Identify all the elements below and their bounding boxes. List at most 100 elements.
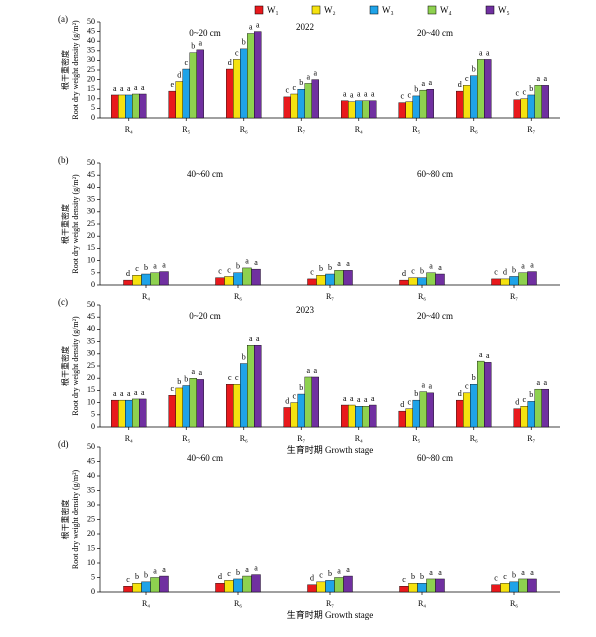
bar — [132, 93, 140, 119]
section-label: 60~80 cm — [417, 453, 453, 463]
bar — [527, 271, 537, 286]
bar — [343, 575, 353, 593]
significance-letter: a — [254, 258, 258, 267]
x-tick-label: R₇ — [297, 434, 305, 443]
significance-letter: d — [400, 400, 404, 409]
significance-letter: a — [256, 20, 260, 29]
significance-letter: b — [420, 267, 424, 276]
x-tick-label: R₆ — [234, 599, 242, 608]
bar — [518, 272, 528, 286]
bar — [240, 48, 248, 119]
significance-letter: b — [319, 264, 323, 273]
y-tick-label: 5 — [91, 268, 95, 277]
significance-letter: a — [530, 260, 534, 269]
bar — [541, 388, 549, 428]
significance-letter: c — [135, 264, 139, 273]
bar — [534, 85, 542, 119]
x-tick-label: R₆ — [510, 599, 518, 608]
significance-letter: a — [438, 263, 442, 272]
section-label: 0~20 cm — [189, 28, 221, 38]
bar — [362, 406, 370, 428]
y-tick-label: 20 — [87, 74, 95, 83]
x-tick-label: R₇ — [326, 599, 334, 608]
y-axis-label: 根干重密度 — [60, 500, 70, 540]
legend-label: W₅ — [498, 5, 510, 15]
significance-letter: c — [228, 373, 232, 382]
y-tick-label: 20 — [87, 373, 95, 382]
bar — [132, 275, 142, 286]
bar — [290, 402, 298, 428]
significance-letter: c — [465, 74, 469, 83]
bar — [118, 399, 126, 428]
bar — [168, 90, 176, 119]
y-tick-label: 25 — [87, 219, 95, 228]
y-tick-label: 10 — [87, 255, 95, 264]
significance-letter: a — [521, 568, 525, 577]
bar — [175, 387, 183, 428]
y-axis-label: Root dry weight density (g/m²) — [71, 316, 80, 416]
significance-letter: d — [228, 58, 232, 67]
significance-letter: c — [465, 382, 469, 391]
y-tick-label: 5 — [91, 103, 95, 112]
y-tick-label: 10 — [87, 558, 95, 567]
x-tick-label: R₆ — [418, 292, 426, 301]
bar — [341, 100, 349, 119]
significance-letter: c — [310, 268, 314, 277]
significance-letter: d — [218, 572, 222, 581]
significance-letter: a — [543, 378, 547, 387]
significance-letter: a — [429, 262, 433, 271]
bar — [189, 52, 197, 119]
bar — [513, 408, 521, 428]
significance-letter: b — [191, 42, 195, 51]
bar — [311, 79, 319, 119]
significance-letter: a — [120, 389, 124, 398]
x-axis-label: 生育时期 Growth stage — [287, 609, 374, 620]
significance-letter: a — [245, 257, 249, 266]
bar — [399, 586, 409, 593]
significance-letter: a — [306, 366, 310, 375]
significance-letter: d — [503, 268, 507, 277]
bar — [123, 586, 133, 593]
significance-letter: a — [371, 90, 375, 99]
significance-letter: b — [512, 265, 516, 274]
bar — [477, 59, 485, 119]
bar — [118, 94, 126, 119]
bar — [527, 401, 535, 428]
bar — [405, 408, 413, 428]
y-tick-label: 0 — [91, 113, 95, 122]
bar — [343, 270, 353, 286]
legend-label: W₄ — [440, 5, 452, 15]
bar — [408, 277, 418, 286]
x-tick-label: R₄ — [418, 599, 426, 608]
x-tick-label: R₆ — [240, 125, 248, 134]
significance-letter: b — [411, 572, 415, 581]
bar — [348, 404, 356, 428]
y-axis-label: 根干重密度 — [60, 204, 70, 244]
bar — [233, 384, 241, 428]
bar — [456, 399, 464, 428]
y-tick-label: 15 — [87, 243, 95, 252]
panel-label: (d) — [58, 439, 69, 449]
legend-swatch — [427, 5, 437, 15]
significance-letter: a — [141, 388, 145, 397]
bar — [541, 85, 549, 119]
bar — [426, 578, 436, 593]
significance-letter: c — [292, 391, 296, 400]
bar — [412, 95, 420, 119]
x-tick-label: R₆ — [470, 434, 478, 443]
bar — [484, 59, 492, 119]
bar — [159, 271, 169, 286]
bar — [150, 272, 160, 286]
significance-letter: a — [536, 378, 540, 387]
bar — [283, 407, 291, 428]
bar — [463, 392, 471, 428]
bar — [520, 406, 528, 428]
significance-letter: c — [400, 91, 404, 100]
y-tick-label: 20 — [87, 529, 95, 538]
significance-letter: a — [245, 565, 249, 574]
significance-letter: a — [313, 68, 317, 77]
bar — [527, 578, 537, 593]
x-tick-label: R₄ — [142, 292, 150, 301]
x-tick-label: R₅ — [182, 434, 190, 443]
significance-letter: a — [364, 395, 368, 404]
